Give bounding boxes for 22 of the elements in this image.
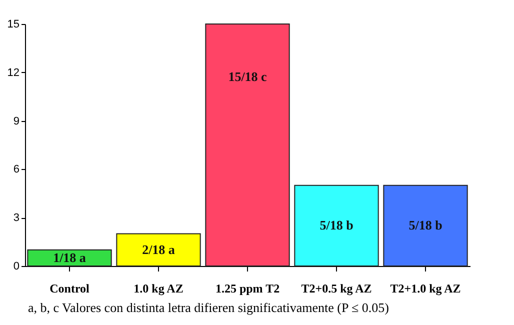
bar: [116, 233, 201, 266]
text: a, b, c Valores con distinta letra difieren significativamente (P ≤ 0.05): [28, 300, 389, 316]
bar: [294, 184, 379, 266]
data-label: 1/18 a: [53, 250, 86, 265]
x-tick-label: T2+0.5 kg AZ: [301, 282, 372, 296]
x-tick-label: T2+1.0 kg AZ: [390, 282, 461, 296]
data-label: 5/18 b: [320, 218, 354, 233]
data-label: 5/18 b: [408, 218, 442, 233]
x-tick-label: 1.25 ppm T2: [215, 282, 280, 296]
y-tick-label: 6: [13, 164, 20, 176]
y-tick-label: 15: [7, 18, 20, 30]
x-tick-label: 1.0 kg AZ: [134, 282, 184, 296]
y-tick-label: 3: [13, 212, 20, 224]
bar: [383, 184, 468, 266]
x-tick-label: Control: [50, 282, 90, 296]
bar: [205, 24, 290, 266]
data-label: 15/18 c: [228, 69, 268, 84]
y-tick-label: 12: [7, 66, 20, 79]
bar: [27, 249, 112, 266]
y-tick-label: 0: [13, 260, 20, 272]
data-label: 2/18 a: [142, 242, 176, 257]
y-tick-label: 9: [13, 115, 20, 128]
